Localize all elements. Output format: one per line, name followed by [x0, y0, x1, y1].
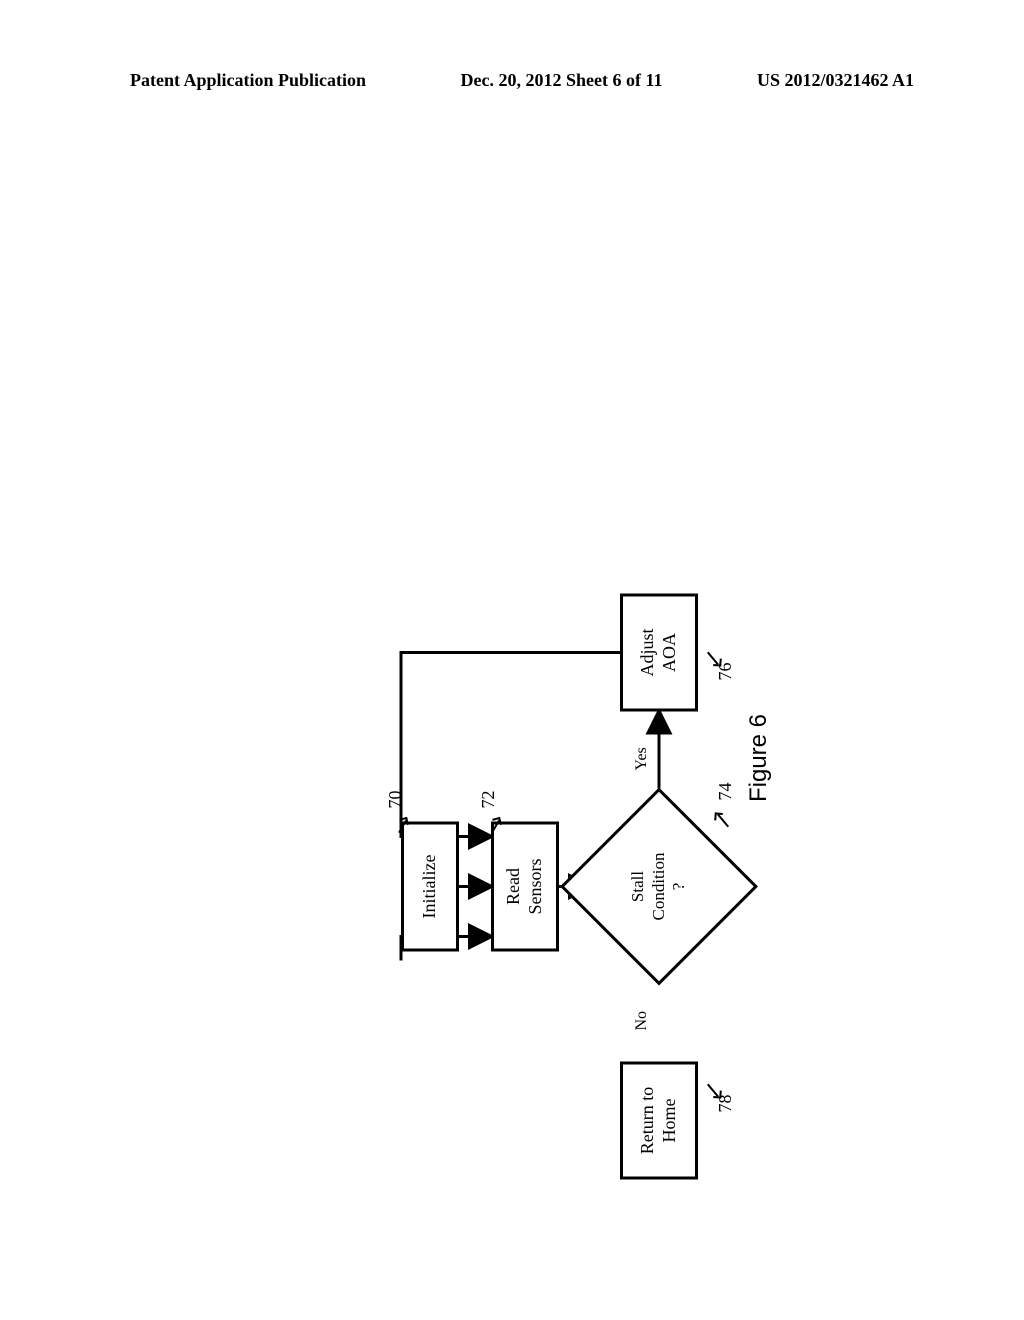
ref-72: 72 [478, 790, 499, 808]
return1: Return to [637, 1086, 659, 1154]
header-left: Patent Application Publication [130, 70, 366, 91]
yes-label: Yes [633, 747, 651, 770]
header-right: US 2012/0321462 A1 [757, 70, 914, 91]
return-home-box: Return to Home [620, 1061, 698, 1179]
stall3: ? [669, 882, 689, 890]
page-header: Patent Application Publication Dec. 20, … [0, 70, 1024, 91]
header-center: Dec. 20, 2012 Sheet 6 of 11 [461, 70, 663, 91]
read-sensors-box: Read Sensors [491, 821, 559, 951]
ref-74: 74 [715, 782, 736, 800]
no-label: No [633, 1010, 651, 1030]
adjust1: Adjust [637, 628, 659, 676]
adjust2: AOA [659, 633, 681, 672]
stall2: Condition [649, 852, 669, 920]
adjust-aoa-box: Adjust AOA [620, 593, 698, 711]
flowchart: Initialize Read Sensors Stall Condition … [293, 345, 733, 960]
read-label2: Sensors [525, 858, 547, 914]
initialize-label: Initialize [419, 854, 441, 918]
read-label1: Read [503, 868, 525, 905]
ref-70: 70 [385, 790, 406, 808]
ref-78-leader [707, 1083, 719, 1097]
figure-caption: Figure 6 [745, 714, 773, 802]
stall-decision-label: Stall Condition ? [589, 816, 729, 956]
return2: Home [659, 1098, 681, 1142]
flowchart-rotator: Initialize Read Sensors Stall Condition … [293, 345, 733, 960]
stall1: Stall [628, 870, 648, 901]
initialize-box: Initialize [401, 821, 459, 951]
